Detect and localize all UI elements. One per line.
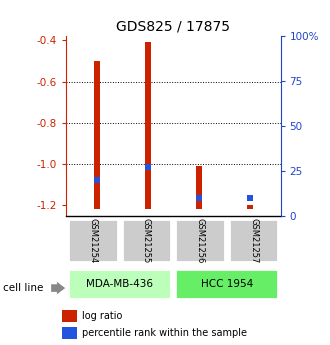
Bar bbox=[68, 219, 117, 262]
Text: GSM21255: GSM21255 bbox=[142, 218, 151, 263]
Bar bbox=[196, 195, 202, 200]
Text: GSM21254: GSM21254 bbox=[88, 218, 97, 263]
Text: GSM21256: GSM21256 bbox=[196, 218, 205, 263]
Text: GSM21257: GSM21257 bbox=[249, 218, 258, 263]
Text: cell line: cell line bbox=[3, 283, 44, 293]
Bar bbox=[247, 195, 253, 200]
Text: MDA-MB-436: MDA-MB-436 bbox=[86, 279, 153, 289]
Bar bbox=[68, 268, 171, 299]
Text: HCC 1954: HCC 1954 bbox=[201, 279, 253, 289]
Bar bbox=[175, 219, 225, 262]
Bar bbox=[122, 219, 171, 262]
Bar bbox=[94, 61, 100, 209]
Text: percentile rank within the sample: percentile rank within the sample bbox=[82, 328, 247, 338]
Bar bbox=[229, 219, 279, 262]
FancyArrow shape bbox=[51, 282, 65, 294]
Bar bbox=[175, 268, 279, 299]
Bar bbox=[62, 327, 77, 339]
Title: GDS825 / 17875: GDS825 / 17875 bbox=[116, 20, 230, 34]
Bar bbox=[94, 177, 100, 183]
Bar bbox=[247, 205, 253, 209]
Text: log ratio: log ratio bbox=[82, 311, 122, 321]
Bar bbox=[62, 310, 77, 322]
Bar bbox=[196, 166, 202, 209]
Bar bbox=[145, 164, 151, 170]
Bar bbox=[145, 42, 151, 209]
